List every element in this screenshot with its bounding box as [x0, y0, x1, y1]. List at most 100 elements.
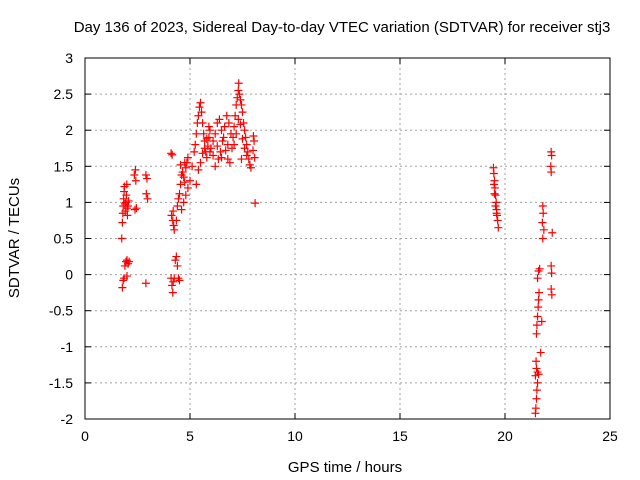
data-point — [196, 98, 205, 107]
data-point — [213, 118, 222, 127]
data-point — [533, 378, 542, 387]
data-point — [122, 191, 131, 200]
data-point — [125, 257, 134, 266]
data-point — [142, 189, 151, 198]
data-point — [219, 133, 228, 142]
data-point — [539, 209, 548, 218]
data-point — [534, 266, 543, 275]
data-point — [547, 151, 556, 160]
data-point — [532, 321, 541, 330]
x-tick-label: 25 — [602, 428, 618, 444]
data-point — [249, 131, 258, 140]
data-point — [532, 329, 541, 338]
data-point — [532, 394, 541, 403]
data-point — [190, 147, 199, 156]
y-tick-label: 3 — [65, 50, 73, 66]
data-point — [179, 198, 188, 207]
data-point — [222, 111, 231, 120]
data-point — [141, 170, 150, 179]
x-tick-label: 10 — [287, 428, 303, 444]
y-tick-label: 2.5 — [54, 86, 74, 102]
data-point — [169, 207, 178, 216]
data-point — [209, 151, 218, 160]
data-point — [199, 129, 208, 138]
data-point — [490, 189, 499, 198]
data-point — [221, 146, 230, 155]
data-point — [236, 120, 245, 129]
data-point — [130, 170, 139, 179]
data-point — [181, 191, 190, 200]
data-point — [236, 95, 245, 104]
x-axis-label: GPS time / hours — [288, 459, 402, 476]
data-point — [547, 168, 556, 177]
chart-title: Day 136 of 2023, Sidereal Day-to-day VTE… — [74, 19, 611, 36]
data-point — [173, 261, 182, 270]
data-point — [235, 90, 244, 99]
data-point — [174, 274, 183, 283]
data-point — [118, 283, 127, 292]
data-point — [533, 274, 542, 283]
data-point — [238, 108, 247, 117]
data-point — [249, 146, 257, 155]
data-point — [123, 272, 131, 281]
data-point — [535, 288, 544, 297]
data-point — [237, 100, 246, 109]
y-tick-label: -0.5 — [49, 303, 73, 319]
data-point — [131, 176, 140, 185]
data-point — [167, 149, 176, 158]
x-tick-label: 5 — [186, 428, 194, 444]
data-point — [176, 160, 185, 169]
data-point — [491, 191, 500, 200]
data-point — [223, 155, 232, 164]
data-point — [174, 194, 183, 203]
data-point — [251, 199, 260, 208]
data-point — [177, 205, 186, 214]
data-point — [198, 118, 207, 127]
data-point — [532, 364, 541, 373]
data-point — [250, 153, 259, 162]
y-tick-labels: -2 -1.5 -1 -0.5 0 0.5 1 1.5 2 2.5 3 — [49, 50, 73, 427]
y-tick-label: -1.5 — [49, 375, 73, 391]
data-point — [230, 122, 239, 131]
data-points — [117, 79, 557, 418]
data-point — [493, 216, 502, 225]
data-point — [123, 256, 131, 265]
y-tick-label: -1 — [61, 339, 74, 355]
data-point — [246, 163, 255, 172]
y-tick-label: 2 — [65, 122, 73, 138]
data-point — [119, 276, 128, 285]
data-point — [225, 158, 234, 167]
data-point — [141, 279, 150, 288]
data-point — [215, 115, 224, 124]
y-axis-label: SDTVAR / TECUs — [6, 178, 23, 298]
data-point — [213, 142, 222, 151]
data-point — [537, 317, 546, 326]
data-point — [230, 140, 239, 149]
data-point — [132, 204, 141, 213]
data-point — [538, 218, 547, 227]
data-point — [178, 168, 187, 177]
data-point — [202, 134, 211, 143]
data-point — [533, 368, 542, 377]
data-point — [117, 234, 126, 243]
data-point — [183, 183, 192, 192]
grid-lines — [85, 58, 610, 419]
data-point — [538, 202, 547, 211]
y-tick-label: 0.5 — [54, 231, 74, 247]
data-point — [172, 216, 181, 225]
data-point — [181, 163, 190, 172]
data-point — [238, 134, 247, 143]
data-point — [123, 211, 132, 220]
data-point — [167, 281, 176, 290]
data-point — [130, 205, 139, 214]
data-point — [175, 189, 184, 198]
data-point — [538, 234, 547, 243]
data-point — [242, 151, 251, 160]
data-point — [232, 129, 241, 138]
data-point — [535, 264, 544, 273]
data-point — [532, 357, 541, 366]
data-point — [224, 118, 233, 127]
data-point — [240, 126, 249, 135]
data-point — [207, 144, 215, 153]
